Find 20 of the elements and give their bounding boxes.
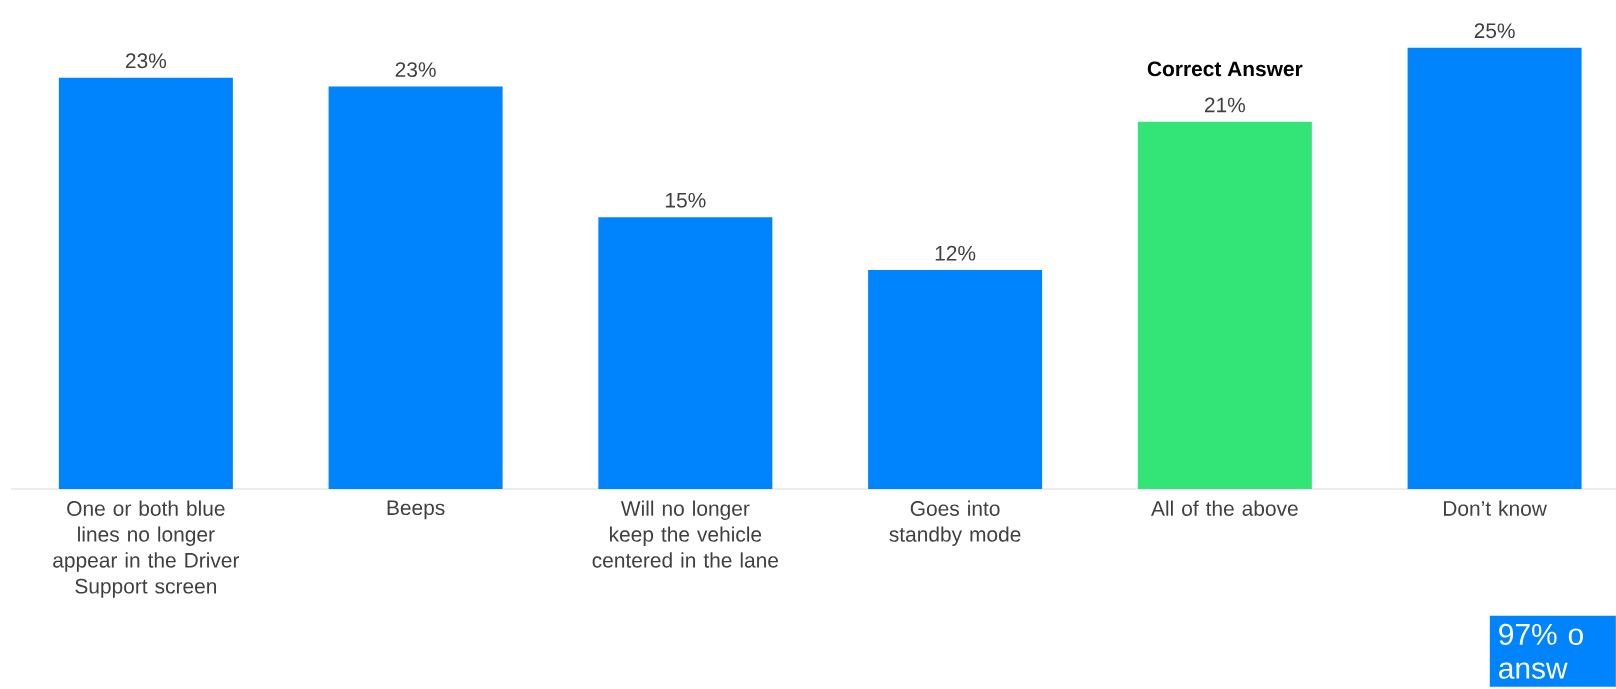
- data-label: 25%: [1474, 23, 1515, 39]
- x-tick-label: Beeps: [387, 500, 445, 520]
- bar: [598, 217, 773, 489]
- x-tick-label: All of the above: [1151, 500, 1298, 516]
- bar: [328, 86, 503, 489]
- bar: [58, 77, 233, 489]
- data-label: 23%: [395, 62, 436, 77]
- data-label: 21%: [1204, 97, 1246, 113]
- text: 97% o answ: [1499, 623, 1583, 679]
- bar: [1407, 47, 1582, 489]
- x-tick-label: Goes into standby mode: [889, 500, 1021, 546]
- bar: [1137, 121, 1312, 489]
- x-tick-label: Will no longer keep the vehicle centered in the lane: [592, 500, 779, 568]
- data-label: 12%: [935, 245, 976, 261]
- bar: [868, 270, 1043, 489]
- data-label: 15%: [666, 192, 706, 208]
- annotation: Correct Answer: [1147, 61, 1303, 77]
- data-label: 23%: [125, 53, 167, 69]
- x-tick-label: Don’t know: [1443, 500, 1547, 516]
- x-tick-label: One or both blue lines no longer appear in the Driver Support screen: [53, 500, 240, 598]
